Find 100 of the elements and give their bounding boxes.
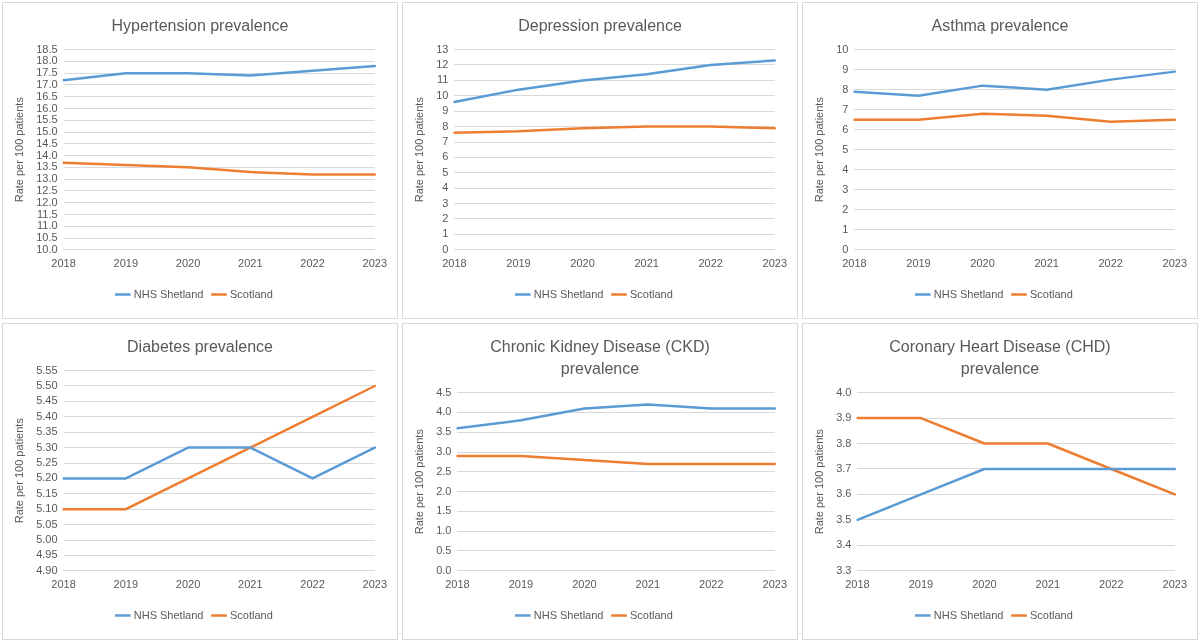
x-tick-label: 2021 — [1034, 257, 1059, 270]
y-tick-label: 12.5 — [36, 183, 58, 196]
legend-label: Scotland — [1029, 608, 1073, 621]
y-axis-title: Rate per 100 patients — [12, 417, 25, 524]
y-tick-label: 3.3 — [836, 563, 852, 576]
y-tick-label: 15.0 — [36, 125, 58, 138]
x-tick-label: 2023 — [762, 257, 788, 270]
y-tick-label: 4.90 — [36, 563, 58, 576]
legend-label: NHS Shetland — [533, 287, 604, 300]
y-tick-label: 7 — [842, 102, 849, 115]
y-tick-label: 12.0 — [36, 195, 58, 208]
x-tick-label: 2018 — [51, 578, 76, 591]
y-tick-label: 0 — [442, 242, 449, 255]
y-tick-label: 3.0 — [436, 445, 452, 458]
x-tick-label: 2020 — [572, 578, 597, 591]
x-tick-label: 2023 — [762, 578, 788, 591]
x-tick-label: 2022 — [300, 257, 325, 270]
y-tick-label: 4.0 — [836, 385, 852, 398]
x-tick-label: 2019 — [113, 257, 139, 270]
y-tick-label: 0.0 — [436, 563, 452, 576]
y-tick-label: 17.5 — [36, 66, 58, 79]
legend-label: NHS Shetland — [933, 287, 1004, 300]
y-tick-label: 6 — [842, 122, 849, 135]
y-tick-label: 2 — [842, 202, 849, 215]
y-tick-label: 5 — [442, 165, 449, 178]
legend-label: NHS Shetland — [533, 608, 604, 621]
x-tick-label: 2020 — [175, 578, 201, 591]
legend-label: Scotland — [1029, 287, 1073, 300]
y-tick-label: 5.50 — [36, 379, 58, 392]
y-tick-label: 11.0 — [37, 219, 58, 232]
x-tick-label: 2022 — [1099, 578, 1124, 591]
y-tick-label: 14.0 — [36, 148, 58, 161]
x-tick-label: 2021 — [238, 578, 263, 591]
y-tick-label: 16.5 — [36, 89, 58, 102]
x-tick-label: 2019 — [113, 578, 139, 591]
x-tick-label: 2023 — [362, 578, 388, 591]
y-tick-label: 11 — [437, 73, 449, 86]
x-tick-label: 2023 — [1162, 257, 1188, 270]
x-tick-label: 2019 — [508, 578, 534, 591]
y-tick-label: 13.0 — [36, 172, 58, 185]
y-tick-label: 3.4 — [836, 538, 852, 551]
y-tick-label: 8 — [442, 119, 449, 132]
y-tick-label: 4 — [842, 162, 849, 175]
y-tick-label: 9 — [842, 62, 849, 75]
x-tick-label: 2020 — [175, 257, 201, 270]
y-tick-label: 11.5 — [37, 207, 58, 220]
y-tick-label: 15.5 — [36, 113, 58, 126]
y-tick-label: 2.5 — [436, 464, 452, 477]
x-tick-label: 2018 — [842, 257, 867, 270]
y-tick-label: 5.25 — [36, 456, 58, 469]
chart-title: Coronary Heart Disease (CHD) prevalence — [888, 337, 1112, 379]
y-tick-label: 10 — [436, 88, 449, 101]
y-tick-label: 4 — [442, 181, 449, 194]
y-tick-label: 8 — [842, 82, 849, 95]
y-tick-label: 2.0 — [436, 484, 452, 497]
chart-title: Depression prevalence — [517, 16, 683, 36]
x-tick-label: 2022 — [1098, 257, 1123, 270]
legend-label: NHS Shetland — [133, 608, 204, 621]
x-tick-label: 2022 — [698, 257, 723, 270]
y-tick-label: 3.5 — [436, 425, 452, 438]
y-tick-label: 16.0 — [36, 101, 58, 114]
y-tick-label: 4.0 — [436, 405, 452, 418]
y-axis-title: Rate per 100 patients — [812, 96, 825, 203]
y-axis-title: Rate per 100 patients — [12, 96, 25, 203]
y-tick-label: 14.5 — [36, 136, 58, 149]
legend-label: NHS Shetland — [133, 287, 204, 300]
chart-title: Diabetes prevalence — [126, 337, 274, 357]
chart-title: Asthma prevalence — [930, 16, 1070, 36]
y-tick-label: 5.55 — [36, 363, 58, 376]
x-tick-label: 2022 — [300, 578, 325, 591]
x-tick-label: 2021 — [634, 257, 659, 270]
y-tick-label: 0 — [842, 242, 849, 255]
y-tick-label: 3.8 — [836, 436, 852, 449]
x-tick-label: 2018 — [445, 578, 470, 591]
y-tick-label: 3 — [842, 182, 849, 195]
y-tick-label: 10 — [836, 42, 849, 55]
y-tick-label: 6 — [442, 150, 449, 163]
x-tick-label: 2021 — [635, 578, 661, 591]
y-tick-label: 1.0 — [436, 524, 452, 537]
y-tick-label: 10.5 — [36, 231, 58, 244]
x-tick-label: 2021 — [1035, 578, 1061, 591]
x-tick-label: 2021 — [238, 257, 263, 270]
y-tick-label: 5.05 — [36, 517, 58, 530]
y-tick-label: 7 — [442, 135, 449, 148]
legend-label: Scotland — [229, 608, 273, 621]
x-tick-label: 2018 — [51, 257, 76, 270]
y-tick-label: 5.10 — [36, 502, 58, 515]
chart-title: Hypertension prevalence — [110, 16, 290, 36]
y-tick-label: 18.0 — [36, 54, 58, 67]
y-tick-label: 0.5 — [436, 544, 452, 557]
y-tick-label: 5.35 — [36, 425, 58, 438]
y-tick-label: 5.20 — [36, 471, 58, 484]
y-tick-label: 17.0 — [36, 77, 58, 90]
y-tick-label: 5.40 — [36, 409, 58, 422]
y-tick-label: 5.45 — [36, 394, 58, 407]
y-tick-label: 3.6 — [836, 487, 852, 500]
y-tick-label: 3.9 — [836, 411, 852, 424]
y-tick-label: 5.00 — [36, 533, 58, 546]
y-tick-label: 4.5 — [436, 385, 452, 398]
y-tick-label: 10.0 — [36, 242, 58, 255]
